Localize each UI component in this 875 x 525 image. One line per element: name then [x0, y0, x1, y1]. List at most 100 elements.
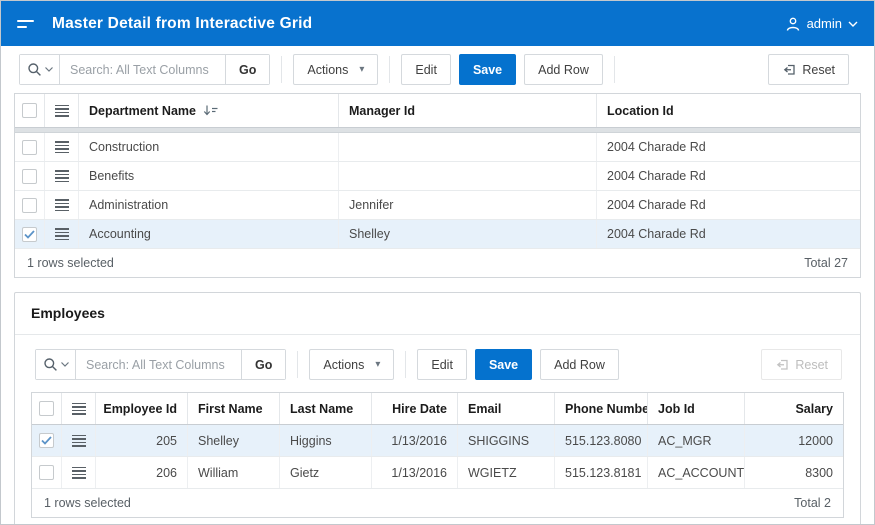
total-text: Total 2 — [794, 496, 831, 510]
column-header-hire-date[interactable]: Hire Date — [372, 393, 458, 424]
region-title: Employees — [15, 293, 860, 335]
cell-job-id[interactable]: AC_ACCOUNT — [648, 457, 745, 488]
toolbar-separator — [405, 351, 407, 378]
cell-manager-id[interactable] — [339, 133, 597, 161]
master-add-row-button[interactable]: Add Row — [524, 54, 603, 85]
cell-hire-date[interactable]: 1/13/2016 — [372, 457, 458, 488]
search-options-button[interactable] — [36, 350, 76, 379]
chevron-down-icon: ▾ — [375, 359, 381, 370]
column-header-email[interactable]: Email — [458, 393, 555, 424]
column-header-phone-number[interactable]: Phone Number.. — [555, 393, 648, 424]
chevron-down-icon — [44, 67, 53, 72]
page-title: Master Detail from Interactive Grid — [52, 14, 313, 32]
row-checkbox[interactable] — [22, 197, 37, 213]
cell-manager-id[interactable]: Shelley — [339, 220, 597, 248]
user-menu[interactable]: admin — [785, 16, 858, 32]
row-checkbox[interactable] — [22, 139, 37, 155]
master-search-group: Go — [19, 54, 271, 85]
row-menu-icon[interactable] — [71, 402, 86, 415]
column-header-department-name[interactable]: Department Name — [79, 94, 339, 127]
cell-salary[interactable]: 12000 — [798, 433, 833, 448]
cell-job-id[interactable]: AC_MGR — [648, 425, 745, 456]
cell-salary[interactable]: 8300 — [805, 465, 833, 480]
master-grid-footer: 1 rows selected Total 27 — [15, 249, 860, 277]
column-header-salary[interactable]: Salary — [795, 401, 833, 416]
row-checkbox-checked[interactable] — [22, 226, 37, 242]
row-checkbox[interactable] — [22, 168, 37, 184]
search-icon — [27, 63, 41, 76]
table-row: Construction 2004 Charade Rd — [15, 133, 860, 162]
cell-last-name[interactable]: Gietz — [280, 457, 372, 488]
master-edit-button[interactable]: Edit — [401, 54, 451, 85]
row-menu-icon[interactable] — [54, 199, 69, 211]
detail-grid-footer: 1 rows selected Total 2 — [32, 489, 843, 517]
row-menu-icon[interactable] — [54, 170, 69, 182]
cell-phone-number[interactable]: 515.123.8181 — [555, 457, 648, 488]
cell-location-id[interactable]: 2004 Charade Rd — [607, 169, 706, 183]
cell-manager-id[interactable] — [339, 162, 597, 190]
cell-department-name[interactable]: Construction — [79, 133, 339, 161]
detail-reset-button-disabled: Reset — [761, 349, 842, 380]
select-all-checkbox[interactable] — [22, 103, 37, 118]
detail-header-row: Employee Id First Name Last Name Hire Da… — [32, 393, 843, 425]
table-row-selected: Accounting Shelley 2004 Charade Rd — [15, 220, 860, 249]
cell-department-name[interactable]: Administration — [79, 191, 339, 219]
person-icon — [785, 16, 801, 32]
cell-first-name[interactable]: William — [188, 457, 280, 488]
detail-toolbar: Go Actions▾ Edit Save Add Row Reset — [31, 347, 844, 392]
cell-location-id[interactable]: 2004 Charade Rd — [607, 198, 706, 212]
cell-employee-id[interactable]: 205 — [96, 425, 188, 456]
column-header-employee-id[interactable]: Employee Id — [96, 393, 188, 424]
cell-last-name[interactable]: Higgins — [280, 425, 372, 456]
detail-save-button[interactable]: Save — [474, 349, 533, 380]
table-row: Benefits 2004 Charade Rd — [15, 162, 860, 191]
row-checkbox-checked[interactable] — [39, 433, 54, 448]
master-reset-button[interactable]: Reset — [768, 54, 849, 85]
row-menu-icon[interactable] — [54, 141, 69, 153]
master-go-button[interactable]: Go — [225, 55, 270, 84]
reset-icon — [784, 64, 795, 75]
reset-icon — [777, 359, 788, 370]
master-search-input[interactable] — [60, 55, 225, 84]
detail-go-button[interactable]: Go — [241, 350, 286, 379]
cell-manager-id[interactable]: Jennifer — [339, 191, 597, 219]
row-menu-icon[interactable] — [71, 466, 86, 479]
select-all-checkbox[interactable] — [39, 401, 54, 416]
row-menu-icon[interactable] — [54, 104, 69, 117]
hamburger-menu-icon[interactable] — [17, 15, 39, 33]
cell-department-name[interactable]: Benefits — [79, 162, 339, 190]
column-header-last-name[interactable]: Last Name — [280, 393, 372, 424]
column-header-location-id[interactable]: Location Id — [607, 103, 674, 118]
cell-location-id[interactable]: 2004 Charade Rd — [607, 227, 706, 241]
search-options-button[interactable] — [20, 55, 60, 84]
row-checkbox[interactable] — [39, 465, 54, 480]
detail-actions-button[interactable]: Actions ▾ — [309, 349, 395, 380]
toolbar-separator — [613, 56, 615, 83]
select-all-cell — [15, 94, 45, 127]
cell-first-name[interactable]: Shelley — [188, 425, 280, 456]
cell-department-name[interactable]: Accounting — [79, 220, 339, 248]
employees-region-body: Go Actions▾ Edit Save Add Row Reset — [15, 335, 860, 524]
column-header-manager-id[interactable]: Manager Id — [339, 94, 597, 127]
cell-phone-number[interactable]: 515.123.8080 — [555, 425, 648, 456]
row-menu-icon[interactable] — [54, 228, 69, 240]
cell-email[interactable]: WGIETZ — [458, 457, 555, 488]
column-header-first-name[interactable]: First Name — [188, 393, 280, 424]
master-save-button[interactable]: Save — [458, 54, 517, 85]
detail-search-input[interactable] — [76, 350, 241, 379]
cell-employee-id[interactable]: 206 — [96, 457, 188, 488]
header-menu-cell — [45, 94, 79, 127]
toolbar-separator — [281, 56, 283, 83]
scrolled-row-sliver — [15, 128, 860, 133]
column-header-job-id[interactable]: Job Id — [648, 393, 745, 424]
detail-add-row-button[interactable]: Add Row — [540, 349, 619, 380]
cell-email[interactable]: SHIGGINS — [458, 425, 555, 456]
cell-location-id[interactable]: 2004 Charade Rd — [607, 140, 706, 154]
detail-edit-button[interactable]: Edit — [417, 349, 467, 380]
total-text: Total 27 — [804, 256, 848, 270]
rows-selected-text: 1 rows selected — [44, 496, 131, 510]
row-menu-icon[interactable] — [71, 434, 86, 447]
master-actions-button[interactable]: Actions ▾ — [293, 54, 379, 85]
cell-hire-date[interactable]: 1/13/2016 — [372, 425, 458, 456]
